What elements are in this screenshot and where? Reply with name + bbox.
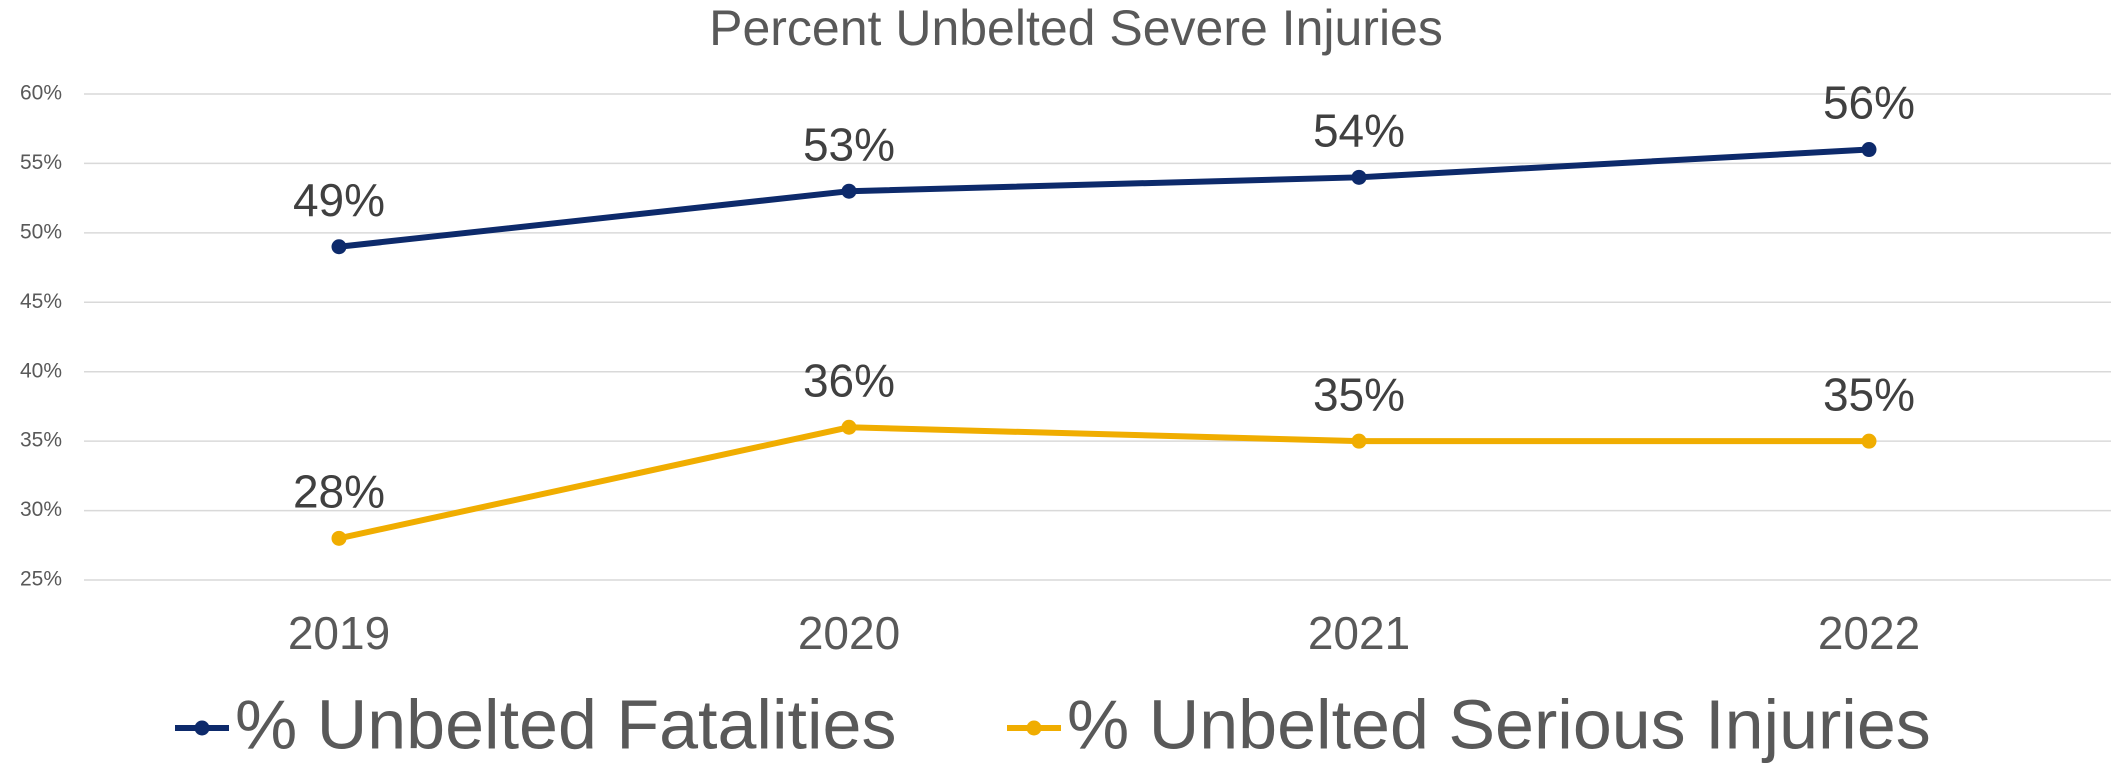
data-point xyxy=(1351,169,1367,185)
y-tick-label: 45% xyxy=(20,290,62,313)
legend-marker xyxy=(194,720,210,736)
chart-title: Percent Unbelted Severe Injuries xyxy=(709,0,1443,56)
data-point xyxy=(1861,142,1877,158)
data-point xyxy=(1861,433,1877,449)
x-tick-label: 2021 xyxy=(1308,607,1410,659)
y-tick-label: 55% xyxy=(20,151,62,174)
data-point xyxy=(1351,433,1367,449)
data-label: 56% xyxy=(1823,77,1915,129)
x-tick-label: 2019 xyxy=(288,607,390,659)
y-tick-label: 25% xyxy=(20,568,62,591)
data-label: 53% xyxy=(803,118,895,170)
data-label: 35% xyxy=(1823,368,1915,420)
series-line xyxy=(338,146,1870,250)
data-point xyxy=(841,183,857,199)
data-label: 35% xyxy=(1313,368,1405,420)
data-point xyxy=(841,419,857,435)
series-line xyxy=(338,424,1869,542)
legend-marker xyxy=(1026,720,1042,736)
x-tick-label: 2022 xyxy=(1818,607,1920,659)
y-tick-label: 50% xyxy=(20,220,62,243)
data-label: 54% xyxy=(1313,104,1405,156)
data-point xyxy=(331,530,347,546)
y-tick-label: 40% xyxy=(20,359,62,382)
y-tick-label: 30% xyxy=(20,498,62,521)
data-label: 28% xyxy=(293,465,385,517)
legend-label: % Unbelted Serious Injuries xyxy=(1067,685,1931,763)
legend-label: % Unbelted Fatalities xyxy=(235,685,896,763)
y-tick-label: 60% xyxy=(20,82,62,105)
data-point xyxy=(331,239,347,255)
data-label: 36% xyxy=(803,354,895,406)
x-tick-label: 2020 xyxy=(798,607,900,659)
data-label: 49% xyxy=(293,174,385,226)
y-tick-label: 35% xyxy=(20,429,62,452)
